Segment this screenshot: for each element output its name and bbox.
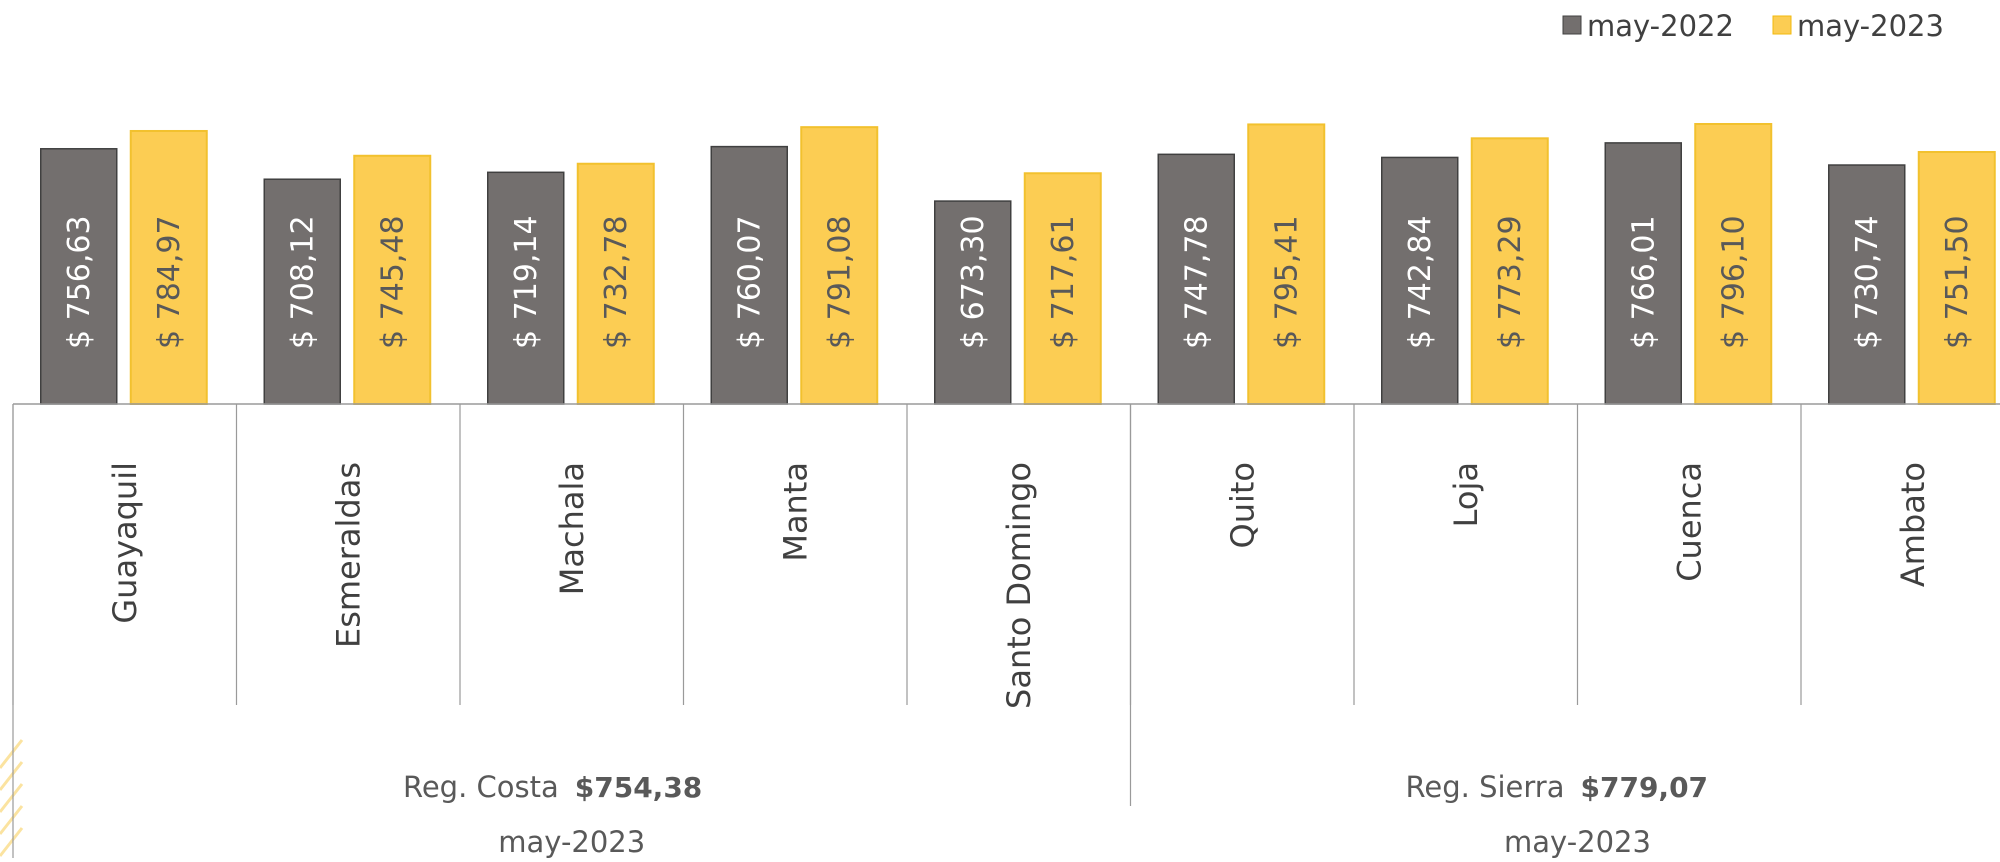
decor-stripe <box>0 805 24 835</box>
bar <box>710 145 788 405</box>
legend-swatch <box>1562 15 1582 35</box>
bar <box>1470 137 1549 406</box>
bar <box>1247 123 1326 406</box>
bar-value-label: $ 791,08 <box>822 215 857 349</box>
category-label: Esmeraldas <box>329 462 367 648</box>
category-label: Santo Domingo <box>1000 462 1038 709</box>
bar <box>263 178 341 405</box>
category-label: Machala <box>553 462 591 595</box>
legend-label: may-2022 <box>1587 9 1734 43</box>
region-label: Reg. Sierra <box>1406 770 1565 804</box>
bar <box>576 162 655 405</box>
bar <box>1828 164 1906 405</box>
category-label: Manta <box>776 462 814 562</box>
bar-value-label: $ 751,50 <box>1940 215 1975 349</box>
bar <box>1604 142 1682 405</box>
bar-value-label: $ 773,29 <box>1493 215 1528 349</box>
bar <box>487 171 565 405</box>
category-label: Ambato <box>1894 462 1932 587</box>
legend-swatch <box>1772 15 1792 35</box>
region-average-value: $779,07 <box>1581 771 1709 804</box>
decor-stripe <box>0 761 24 791</box>
decor-stripe <box>0 783 24 813</box>
bar-value-label: $ 745,48 <box>375 215 410 349</box>
bar <box>1023 172 1102 405</box>
bar-value-label: $ 673,30 <box>956 215 991 349</box>
region-average-value: $754,38 <box>575 771 703 804</box>
bar <box>1917 150 1996 405</box>
bar <box>1381 156 1459 405</box>
bar-value-label: $ 730,74 <box>1850 215 1885 349</box>
category-label: Cuenca <box>1670 462 1708 582</box>
bars: $ 756,63 $ 784,97 $ 708,12 $ 745,48 $ 719,14… <box>40 123 1996 406</box>
bar <box>800 126 879 406</box>
bar-value-label: $ 795,41 <box>1269 215 1304 349</box>
category-axis: Guayaquil Esmeraldas Machala Manta Santo Dom… <box>12 403 2000 859</box>
category-label: Guayaquil <box>106 462 144 624</box>
bar-value-label: $ 784,97 <box>152 215 187 349</box>
legend: may-2022 may-2023 <box>1562 9 1944 43</box>
bar-value-label: $ 732,78 <box>599 215 634 349</box>
category-label: Loja <box>1447 462 1485 527</box>
bar-value-label: $ 742,84 <box>1403 215 1438 349</box>
bar-value-label: $ 766,01 <box>1626 215 1661 349</box>
bar-value-label: $ 747,78 <box>1179 215 1214 349</box>
region-label: Reg. Costa <box>403 770 559 804</box>
category-label: Quito <box>1223 462 1261 548</box>
bar-value-label: $ 717,61 <box>1046 215 1081 349</box>
bar-value-label: $ 756,63 <box>62 215 97 349</box>
decor-stripe <box>0 827 24 857</box>
bar-value-label: $ 760,07 <box>732 215 767 349</box>
decor-stripe <box>0 739 24 769</box>
bar-value-label: $ 796,10 <box>1716 215 1751 349</box>
decorative-stripes <box>0 739 24 857</box>
period-label: may-2023 <box>498 825 645 858</box>
period-label: may-2023 <box>1504 825 1651 858</box>
bar-value-label: $ 719,14 <box>509 215 544 349</box>
bar-value-label: $ 708,12 <box>285 215 320 349</box>
bar <box>1694 123 1773 405</box>
bar <box>40 148 118 405</box>
bar <box>934 200 1012 405</box>
bar <box>353 154 432 405</box>
legend-label: may-2023 <box>1797 9 1944 43</box>
bar <box>1157 153 1235 405</box>
